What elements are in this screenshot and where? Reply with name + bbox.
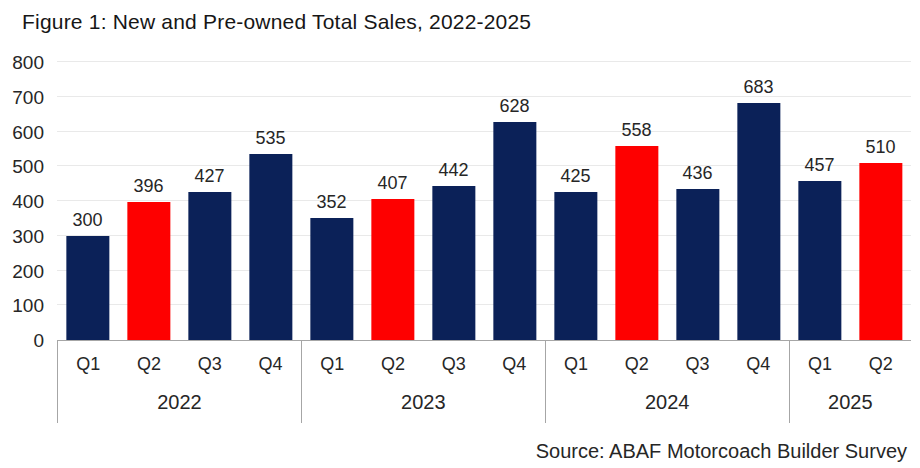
bar-2024-Q2 [615, 146, 658, 340]
quarter-label: Q2 [119, 354, 180, 375]
bar-2025-Q2 [859, 163, 902, 340]
quarter-label: Q3 [667, 354, 728, 375]
category-axis: Q1Q2Q3Q42022Q1Q2Q3Q42023Q1Q2Q3Q42024Q1Q2… [57, 341, 911, 423]
quarter-label: Q2 [363, 354, 424, 375]
bar-2022-Q2 [127, 202, 170, 340]
bars-layer: 3003964275353524074426284255584366834575… [57, 62, 911, 340]
quarter-label: Q4 [240, 354, 301, 375]
quarter-label: Q3 [423, 354, 484, 375]
year-label: 2022 [58, 391, 301, 414]
source-caption: Source: ABAF Motorcoach Builder Survey [536, 440, 907, 463]
bar-column: 425 [545, 62, 606, 340]
bar-2023-Q3 [432, 186, 475, 340]
quarter-row: Q1Q2Q3Q4 [58, 341, 301, 387]
y-axis: 0100200300400500600700800 [0, 62, 46, 340]
bar-2023-Q1 [310, 218, 353, 340]
y-tick-label: 400 [0, 192, 44, 211]
quarter-label: Q4 [484, 354, 545, 375]
year-label: 2025 [790, 391, 911, 414]
bar-2024-Q1 [554, 192, 597, 340]
bar-column: 427 [179, 62, 240, 340]
bar-2024-Q3 [676, 189, 719, 341]
bar-column: 436 [667, 62, 728, 340]
quarter-label: Q1 [546, 354, 607, 375]
quarter-row: Q1Q2Q3Q4 [546, 341, 789, 387]
bar-2022-Q3 [188, 192, 231, 340]
y-tick-label: 200 [0, 261, 44, 280]
year-group-2022: Q1Q2Q3Q4 2022 [57, 341, 301, 423]
bar-column: 628 [484, 62, 545, 340]
year-group-2024: Q1Q2Q3Q4 2024 [545, 341, 789, 423]
y-tick-label: 300 [0, 226, 44, 245]
quarter-row: Q1Q2Q3Q4 [302, 341, 545, 387]
y-tick-label: 700 [0, 87, 44, 106]
bar-2023-Q4 [493, 122, 536, 340]
bar-2023-Q2 [371, 199, 414, 340]
bar-column: 352 [301, 62, 362, 340]
bar-column: 407 [362, 62, 423, 340]
bar-column: 457 [789, 62, 850, 340]
bar-2024-Q4 [737, 103, 780, 340]
quarter-label: Q2 [850, 354, 911, 375]
quarter-label: Q1 [302, 354, 363, 375]
quarter-label: Q2 [606, 354, 667, 375]
bar-column: 300 [57, 62, 118, 340]
y-tick-label: 600 [0, 122, 44, 141]
year-label: 2024 [546, 391, 789, 414]
year-group-2023: Q1Q2Q3Q4 2023 [301, 341, 545, 423]
bar-column: 396 [118, 62, 179, 340]
quarter-label: Q1 [58, 354, 119, 375]
quarter-label: Q3 [179, 354, 240, 375]
figure-title: Figure 1: New and Pre-owned Total Sales,… [22, 10, 531, 34]
y-tick-label: 0 [0, 331, 44, 350]
year-group-2025: Q1Q2 2025 [789, 341, 911, 423]
quarter-row: Q1Q2 [790, 341, 911, 387]
bar-2022-Q1 [66, 236, 109, 340]
y-tick-label: 100 [0, 296, 44, 315]
bar-column: 683 [728, 62, 789, 340]
bar-2022-Q4 [249, 154, 292, 340]
bar-2025-Q1 [798, 181, 841, 340]
y-tick-label: 500 [0, 157, 44, 176]
y-tick-label: 800 [0, 53, 44, 72]
bar-column: 558 [606, 62, 667, 340]
bar-value-label: 510 [836, 138, 920, 156]
quarter-label: Q4 [728, 354, 789, 375]
year-label: 2023 [302, 391, 545, 414]
quarter-label: Q1 [790, 354, 851, 375]
bar-column: 510 [850, 62, 911, 340]
